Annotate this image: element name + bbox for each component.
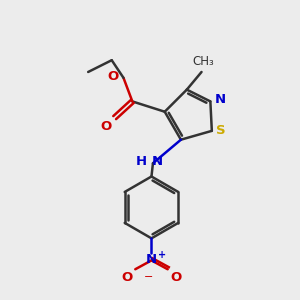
Text: O: O <box>171 271 182 284</box>
Text: +: + <box>158 250 166 260</box>
Text: N: N <box>152 155 163 168</box>
Text: O: O <box>108 70 119 83</box>
Text: N: N <box>215 93 226 106</box>
Text: S: S <box>216 124 226 137</box>
Text: N: N <box>146 253 157 266</box>
Text: O: O <box>100 120 111 133</box>
Text: −: − <box>144 272 154 282</box>
Text: H: H <box>136 155 147 168</box>
Text: CH₃: CH₃ <box>192 56 214 68</box>
Text: O: O <box>121 271 132 284</box>
